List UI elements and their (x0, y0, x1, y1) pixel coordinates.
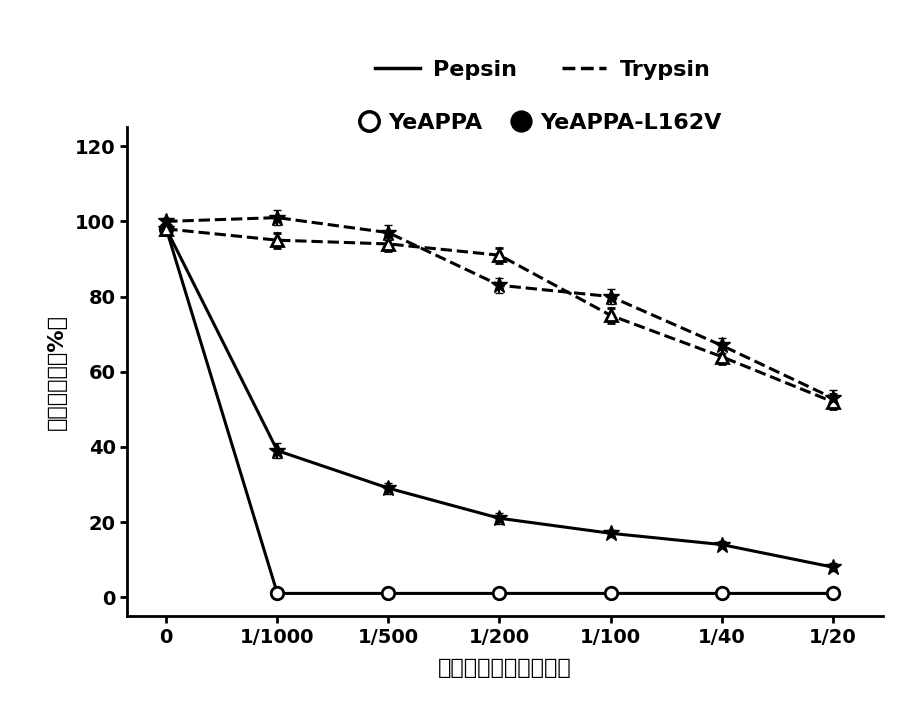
Y-axis label: 相对酶活性（%）: 相对酶活性（%） (46, 314, 66, 430)
X-axis label: 蛋白酶与植酸酶的比値: 蛋白酶与植酸酶的比値 (439, 658, 571, 678)
Legend: YeAPPA, YeAPPA-L162V: YeAPPA, YeAPPA-L162V (355, 104, 731, 142)
